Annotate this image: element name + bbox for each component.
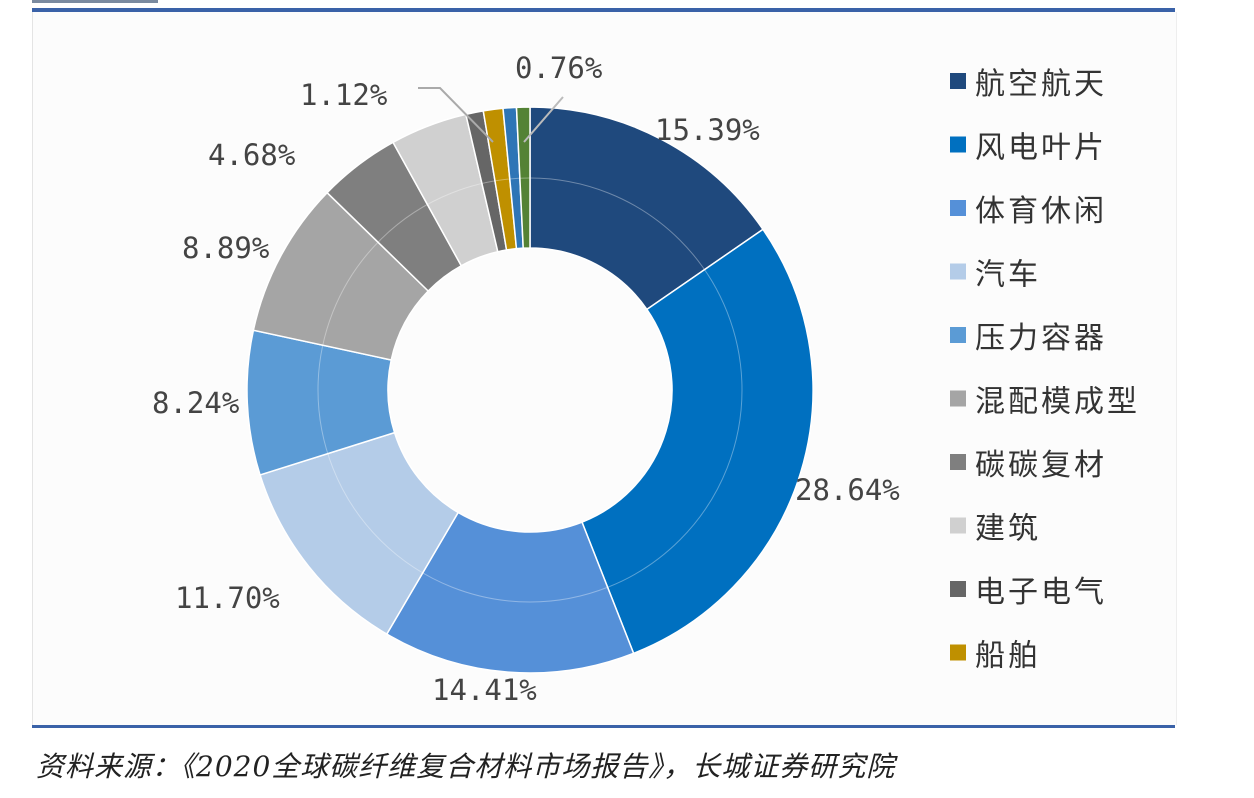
leader-line	[418, 87, 494, 143]
slice-11	[515, 106, 531, 249]
data-label-6: 4.68%	[208, 138, 295, 172]
legend-swatch	[950, 517, 966, 534]
legend-swatch	[950, 454, 966, 470]
legend-item: 船舶	[975, 639, 1041, 674]
legend-swatch	[950, 263, 966, 280]
legend-item: 体育休闲	[975, 194, 1107, 229]
legend-swatch	[950, 390, 966, 407]
legend-swatch	[950, 327, 966, 343]
slice-2	[385, 511, 635, 674]
top-rule	[32, 8, 1175, 12]
source-note: 资料来源：《2020全球碳纤维复合材料市场报告》，长城证券研究院	[36, 750, 896, 783]
data-label-2: 14.41%	[432, 673, 537, 707]
data-label-3: 11.70%	[175, 581, 280, 615]
slice-0	[529, 106, 765, 311]
legend-item: 风电叶片	[975, 131, 1107, 166]
slice-1	[581, 228, 814, 655]
data-label-0: 15.39%	[655, 113, 760, 147]
legend-item: 碳碳复材	[975, 448, 1107, 483]
legend-item: 建筑	[975, 512, 1041, 547]
legend-swatch	[950, 644, 966, 661]
legend-swatch	[950, 581, 966, 597]
legend-item: 汽车	[975, 258, 1041, 293]
leader-line	[523, 96, 564, 143]
data-label-1: 28.64%	[795, 473, 900, 507]
inner-ring-line	[317, 177, 743, 603]
legend-item: 电子电气	[975, 575, 1107, 610]
legend-item: 压力容器	[975, 321, 1107, 356]
data-label-5: 8.89%	[182, 231, 269, 265]
header-tab	[32, 0, 158, 3]
legend-swatch	[950, 73, 966, 89]
legend-item: 混配模成型	[975, 385, 1140, 420]
data-label-9: 1.12%	[300, 78, 387, 112]
data-label-4: 8.24%	[152, 386, 239, 420]
legend-swatch	[950, 200, 966, 216]
legend-swatch	[950, 136, 966, 153]
bottom-rule	[32, 725, 1175, 728]
legend-item: 航空航天	[975, 67, 1107, 102]
data-label-11: 0.76%	[515, 51, 602, 85]
